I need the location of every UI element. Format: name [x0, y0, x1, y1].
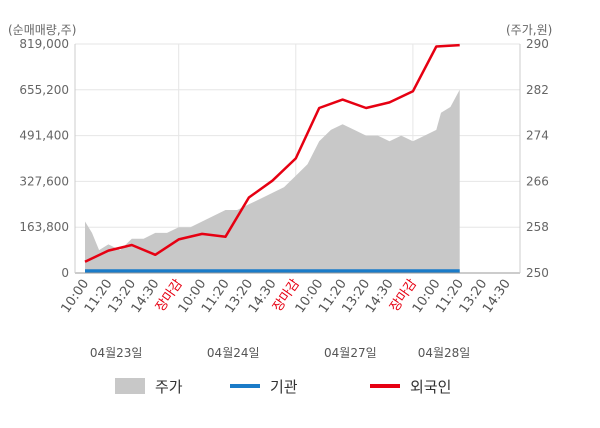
price-area: [85, 89, 460, 273]
date-label: 04월23일: [90, 346, 143, 360]
x-axis-ticks: 10:0011:2013:2014:30장마감10:0011:2013:2014…: [58, 277, 513, 316]
y-left-tick-label: 327,600: [19, 174, 69, 188]
y-left-tick-label: 0: [61, 266, 69, 280]
legend-swatch-institution: [230, 384, 260, 388]
y-left-tick-label: 491,400: [19, 129, 69, 143]
y-right-tick-label: 290: [526, 37, 549, 51]
y-right-tick-label: 266: [526, 174, 549, 188]
y-left-tick-label: 819,000: [19, 37, 69, 51]
y-right-tick-label: 282: [526, 83, 549, 97]
price-area-layer: [85, 89, 460, 273]
date-label: 04월28일: [418, 346, 471, 360]
y-left-axis: (순매매량,주) 819,000 655,200 491,400 327,600 163…: [8, 23, 76, 280]
date-label: 04월27일: [324, 346, 377, 360]
y-right-axis-label: (주가,원): [506, 23, 552, 37]
y-left-axis-label: (순매매량,주): [8, 23, 76, 37]
foreign-line: [84, 43, 460, 263]
legend-swatch-price: [115, 378, 145, 394]
legend-label-institution: 기관: [270, 378, 298, 396]
y-right-tick-label: 274: [526, 129, 549, 143]
plot-frame: [74, 44, 521, 274]
lines-layer: [84, 43, 460, 274]
y-left-tick-label: 655,200: [19, 83, 69, 97]
y-right-tick-label: 258: [526, 220, 549, 234]
date-label: 04월24일: [207, 346, 260, 360]
y-right-tick-label: 250: [526, 266, 549, 280]
legend-label-price: 주가: [155, 378, 183, 396]
legend: 주가 기관 외국인: [115, 378, 451, 396]
legend-swatch-foreign: [370, 384, 400, 388]
legend-label-foreign: 외국인: [410, 378, 451, 396]
y-right-axis: (주가,원) 290 282 274 266 258 250: [506, 23, 552, 280]
y-left-tick-label: 163,800: [19, 220, 69, 234]
date-labels: 04월23일 04월24일 04월27일 04월28일: [90, 346, 471, 360]
